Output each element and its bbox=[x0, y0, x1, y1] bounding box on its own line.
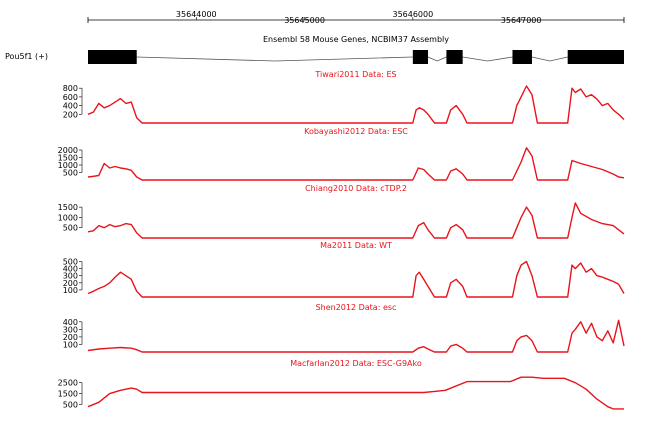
y-tick-label: 2500 bbox=[58, 379, 78, 388]
track-title: Ma2011 Data: WT bbox=[320, 241, 392, 250]
y-tick-label: 500 bbox=[63, 401, 78, 410]
y-tick-label: 300 bbox=[63, 272, 78, 281]
y-tick-label: 100 bbox=[63, 340, 78, 349]
y-tick-label: 200 bbox=[63, 110, 78, 119]
y-tick-label: 300 bbox=[63, 325, 78, 334]
gene-model bbox=[88, 50, 624, 64]
axis-tick-label: 35645000 bbox=[284, 16, 325, 25]
intron-line bbox=[427, 56, 447, 62]
coverage-line bbox=[87, 147, 625, 181]
exon-block bbox=[412, 50, 429, 64]
exon-block bbox=[446, 50, 463, 64]
track-title: Macfarlan2012 Data: ESC-G9Ako bbox=[290, 359, 422, 368]
axis-tick-label: 35646000 bbox=[392, 10, 433, 19]
y-tick-label: 500 bbox=[63, 224, 78, 233]
track-title: Tiwari2011 Data: ES bbox=[314, 70, 396, 79]
y-tick-label: 200 bbox=[63, 333, 78, 342]
exon-block bbox=[88, 50, 137, 64]
exon-block bbox=[567, 50, 624, 64]
y-tick-label: 100 bbox=[63, 286, 78, 295]
y-tick-label: 200 bbox=[63, 279, 78, 288]
coverage-track: Macfarlan2012 Data: ESC-G9Ako 500 1500 2500 bbox=[58, 359, 624, 410]
y-tick-label: 400 bbox=[63, 318, 78, 327]
y-tick-label: 1500 bbox=[58, 154, 78, 163]
y-tick-label: 2000 bbox=[58, 146, 78, 155]
coverage-line bbox=[87, 85, 625, 124]
gene-track-title: Ensembl 58 Mouse Genes, NCBIM37 Assembly bbox=[263, 35, 449, 44]
intron-line bbox=[136, 56, 413, 62]
y-tick-label: 500 bbox=[63, 258, 78, 267]
track-title: Chiang2010 Data: cTDP.2 bbox=[305, 184, 407, 193]
intron-line bbox=[531, 56, 568, 62]
genome-coordinate-axis: 35644000 35645000 35646000 35647000 bbox=[87, 10, 625, 25]
axis-tick-label: 35647000 bbox=[501, 16, 542, 25]
y-tick-label: 400 bbox=[63, 265, 78, 274]
y-tick-label: 600 bbox=[63, 93, 78, 102]
exon-block bbox=[512, 50, 532, 64]
y-tick-label: 400 bbox=[63, 102, 78, 111]
y-tick-label: 1000 bbox=[58, 213, 78, 222]
y-tick-label: 1500 bbox=[58, 390, 78, 399]
intron-line bbox=[462, 56, 513, 62]
axis-tick-label: 35644000 bbox=[176, 10, 217, 19]
coverage-line bbox=[87, 260, 625, 298]
track-title: Kobayashi2012 Data: ESC bbox=[304, 127, 408, 136]
coverage-line bbox=[87, 319, 625, 353]
coverage-tracks: Tiwari2011 Data: ES200400600800Kobayashi… bbox=[58, 70, 625, 410]
gene-label: Pou5f1 (+) bbox=[5, 52, 48, 61]
y-tick-label: 500 bbox=[63, 169, 78, 178]
coverage-line bbox=[87, 202, 625, 239]
coverage-line bbox=[87, 376, 624, 410]
track-title: Shen2012 Data: esc bbox=[316, 303, 397, 312]
y-tick-label: 1000 bbox=[58, 161, 78, 170]
y-tick-label: 800 bbox=[63, 84, 78, 93]
y-tick-label: 1500 bbox=[58, 203, 78, 212]
